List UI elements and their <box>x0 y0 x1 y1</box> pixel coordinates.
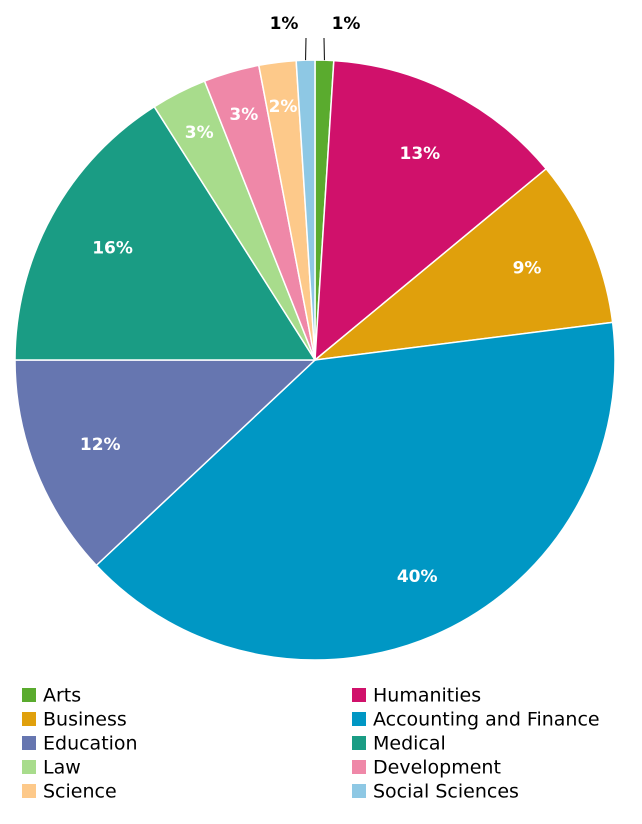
legend-label: Education <box>43 733 138 755</box>
legend-label: Social Sciences <box>373 781 519 803</box>
legend-swatch <box>22 712 36 726</box>
data-label: 1% <box>332 14 361 34</box>
legend-swatch <box>22 688 36 702</box>
data-label: 13% <box>400 144 441 164</box>
pie-slice <box>314 59 548 362</box>
data-label: 2% <box>269 97 298 117</box>
pie-slice <box>95 321 616 661</box>
data-label: 3% <box>229 105 258 125</box>
data-label: 9% <box>513 258 542 278</box>
pie-slice <box>295 59 316 361</box>
legend-label: Humanities <box>373 685 481 707</box>
legend-label: Business <box>43 709 127 731</box>
legend-label: Law <box>43 757 81 779</box>
legend-swatch <box>352 736 366 750</box>
legend-swatch <box>22 736 36 750</box>
legend-swatch <box>22 784 36 798</box>
data-label: 12% <box>80 435 121 455</box>
data-label: 1% <box>270 14 299 34</box>
legend-swatch <box>352 712 366 726</box>
legend-label: Accounting and Finance <box>373 709 600 731</box>
legend-swatch <box>352 760 366 774</box>
legend-swatch <box>352 688 366 702</box>
pie-slice <box>312 167 614 362</box>
data-label: 16% <box>92 239 133 259</box>
data-label: 3% <box>185 123 214 143</box>
pie-slice <box>14 105 317 361</box>
legend-swatch <box>352 784 366 798</box>
legend-label: Science <box>43 781 117 803</box>
data-label: 40% <box>397 567 438 587</box>
legend-swatch <box>22 760 36 774</box>
legend-label: Medical <box>373 733 446 755</box>
legend-label: Arts <box>43 685 81 707</box>
pie-slice <box>14 359 317 567</box>
legend-label: Development <box>373 757 501 779</box>
